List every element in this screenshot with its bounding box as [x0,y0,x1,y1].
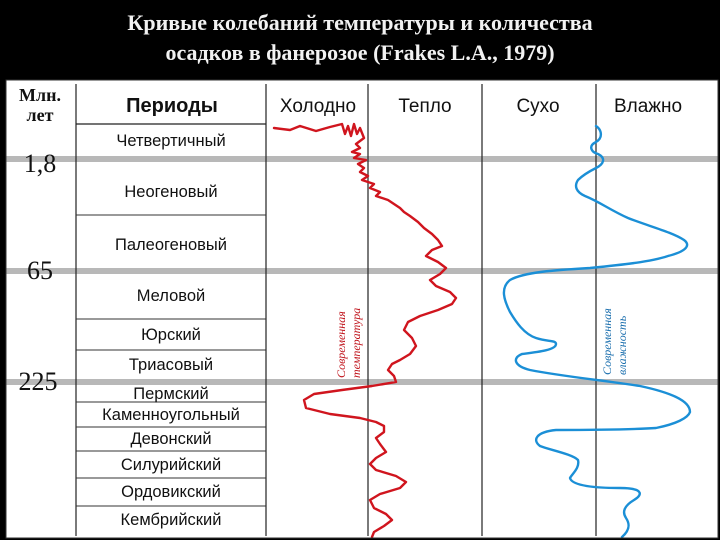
band-225 [6,379,718,385]
period-cambrian: Кембрийский [121,511,222,529]
period-ordovician: Ордовикский [121,483,221,501]
period-paleogene: Палеогеновый [115,236,227,254]
column-lines [75,84,597,536]
temp-annotation-line1: Современная [334,311,348,378]
slide-title: Кривые колебаний температуры и количеств… [0,0,720,78]
humidity-curve [502,124,692,539]
period-devonian: Девонский [130,430,211,448]
header-periods: Периоды [126,95,218,117]
period-silurian: Силурийский [121,456,221,474]
age-labels: 1,8 65 225 [19,149,58,396]
wet-annotation-line1: Современная [600,308,614,375]
period-jurassic: Юрский [141,326,201,344]
age-label-65: 65 [27,256,53,285]
age-label-225: 225 [19,367,58,396]
header-cold: Холодно [280,96,356,117]
temperature-curve [272,122,458,539]
temp-annotation: Современная температура [334,308,363,378]
header-warm: Тепло [398,96,451,117]
header-wet: Влажно [614,96,682,117]
period-quaternary: Четвертичный [116,132,225,150]
period-cretaceous: Меловой [137,287,206,305]
period-permian: Пермский [133,385,208,403]
age-label-1-8: 1,8 [24,149,57,178]
temp-annotation-line2: температура [349,308,363,378]
column-headers: Млн. лет Периоды Холодно Тепло Сухо Влаж… [19,85,682,125]
period-triassic: Триасовый [129,356,213,374]
period-row-lines [76,214,266,507]
diagram-frame [5,79,719,539]
band-65 [6,268,718,274]
wet-annotation-line2: влажность [615,315,629,375]
title-line-1: Кривые колебаний температуры и количеств… [127,10,593,35]
header-dry: Сухо [516,96,559,117]
title-line-2: осадков в фанерозое (Frakes L.A., 1979) [165,40,555,65]
period-neogene: Неогеновый [124,183,217,201]
period-labels: Четвертичный Неогеновый Палеогеновый Мел… [102,132,240,529]
period-carboniferous: Каменноугольный [102,406,240,424]
wet-annotation: Современная влажность [600,308,629,375]
header-age-line1: Млн. [19,85,61,105]
header-age-line2: лет [27,105,54,125]
